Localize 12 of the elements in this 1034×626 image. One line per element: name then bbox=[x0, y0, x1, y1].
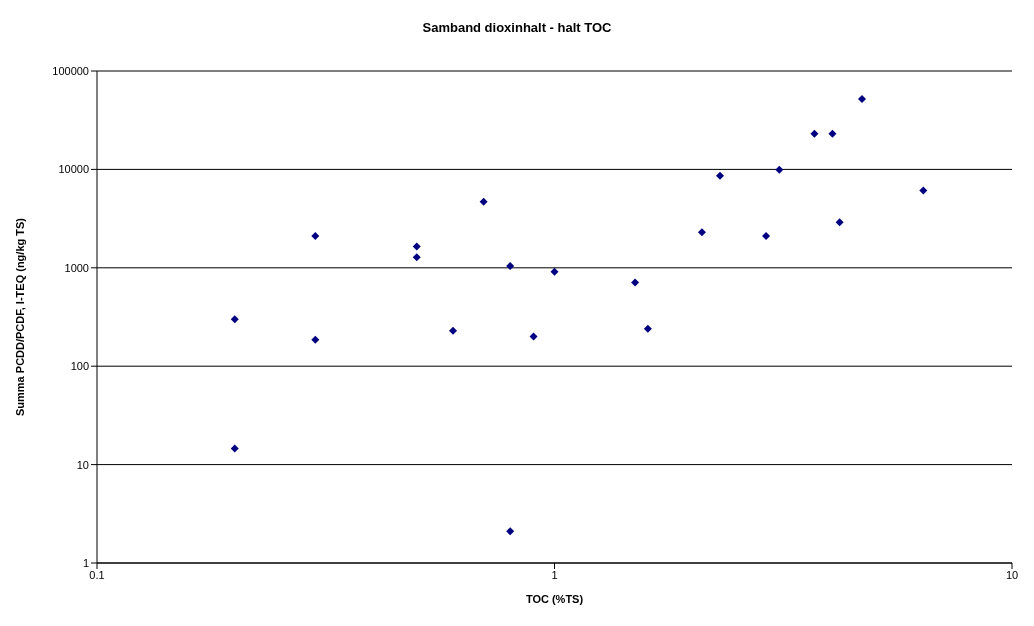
y-tick-label: 1 bbox=[82, 556, 89, 569]
y-axis-title: Summa PCDD/PCDF, I-TEQ (ng/kg TS) bbox=[13, 217, 26, 417]
chart-title: Samband dioxinhalt - halt TOC bbox=[421, 19, 613, 37]
y-tick-label: 100 bbox=[70, 360, 89, 373]
y-tick-label: 1000 bbox=[64, 261, 89, 274]
y-tick-label: 10 bbox=[76, 458, 89, 471]
x-tick-label: 0.1 bbox=[89, 568, 105, 581]
y-tick-label: 10000 bbox=[58, 163, 89, 176]
x-tick-label: 10 bbox=[1005, 568, 1019, 581]
x-tick-label: 1 bbox=[551, 568, 558, 581]
y-tick-label: 100000 bbox=[52, 64, 89, 77]
x-axis-title: TOC (%TS) bbox=[525, 593, 584, 605]
